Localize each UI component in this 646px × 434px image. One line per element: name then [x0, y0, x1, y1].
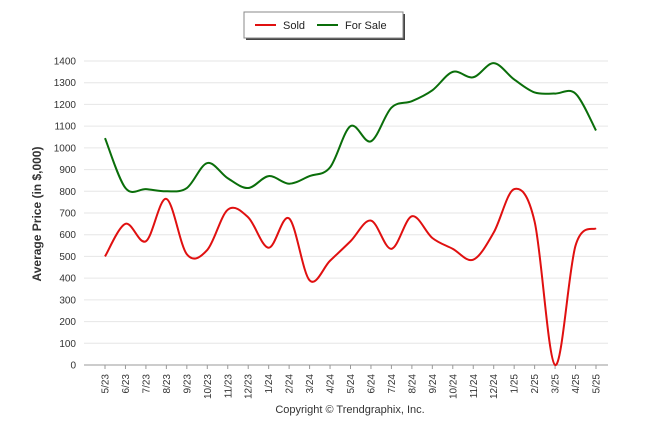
series-lines — [104, 62, 597, 367]
x-tick-label: 9/23 — [182, 374, 193, 394]
legend-label-sold: Sold — [283, 20, 305, 32]
legend-label-for-sale: For Sale — [345, 20, 387, 32]
x-tick-label: 1/25 — [510, 374, 521, 394]
copyright-credit: Copyright © Trendgraphix, Inc. — [275, 404, 424, 416]
x-tick-label: 3/25 — [551, 374, 562, 394]
x-tick-labels: 5/23 6/23 7/23 8/23 9/23 10/23 11/23 12/23 1/24 2… — [101, 365, 603, 399]
y-tick-label: 800 — [59, 187, 76, 198]
x-tick-label: 10/24 — [448, 374, 459, 399]
y-axis-label: Average Price (in $,000) — [30, 147, 44, 282]
y-tick-label: 1000 — [54, 143, 77, 154]
series-line-for-sale — [104, 62, 597, 193]
x-tick-label: 5/24 — [346, 374, 357, 394]
x-tick-label: 4/24 — [326, 374, 337, 394]
x-tick-label: 6/24 — [366, 374, 377, 394]
y-tick-label: 0 — [70, 361, 76, 372]
x-tick-label: 12/23 — [244, 374, 255, 399]
x-tick-label: 3/24 — [305, 374, 316, 394]
x-tick-label: 4/25 — [571, 374, 582, 394]
y-tick-label: 700 — [59, 209, 76, 220]
x-tick-label: 10/23 — [203, 374, 214, 399]
x-tick-label: 7/24 — [387, 374, 398, 394]
y-tick-labels: 0 100 200 300 400 500 600 700 800 900 1000 1100 1200… — [54, 57, 77, 372]
y-tick-label: 1100 — [54, 122, 76, 133]
x-tick-label: 8/23 — [162, 374, 173, 394]
x-tick-label: 6/23 — [121, 374, 132, 394]
x-tick-label: 8/24 — [407, 374, 418, 394]
grid-lines — [84, 60, 608, 344]
y-tick-label: 200 — [59, 317, 76, 328]
legend: Sold For Sale — [243, 11, 405, 40]
y-tick-label: 1200 — [54, 100, 77, 111]
x-tick-label: 11/24 — [469, 374, 480, 399]
x-tick-label: 9/24 — [428, 374, 439, 394]
x-tick-label: 11/23 — [223, 374, 234, 399]
y-tick-label: 100 — [59, 339, 76, 350]
y-tick-label: 600 — [59, 230, 76, 241]
y-tick-label: 500 — [59, 252, 76, 263]
series-line-sold — [104, 187, 597, 367]
x-tick-label: 2/24 — [285, 374, 296, 394]
x-tick-label: 5/25 — [592, 374, 603, 394]
x-tick-label: 1/24 — [264, 374, 275, 394]
x-tick-label: 2/25 — [530, 374, 541, 394]
x-tick-label: 7/23 — [141, 374, 152, 394]
x-tick-label: 12/24 — [489, 374, 500, 399]
x-tick-label: 5/23 — [101, 374, 112, 394]
y-tick-label: 400 — [59, 274, 76, 285]
y-tick-label: 1400 — [54, 57, 77, 68]
y-tick-label: 300 — [59, 295, 76, 306]
y-tick-label: 1300 — [54, 78, 77, 89]
y-tick-label: 900 — [59, 165, 76, 176]
